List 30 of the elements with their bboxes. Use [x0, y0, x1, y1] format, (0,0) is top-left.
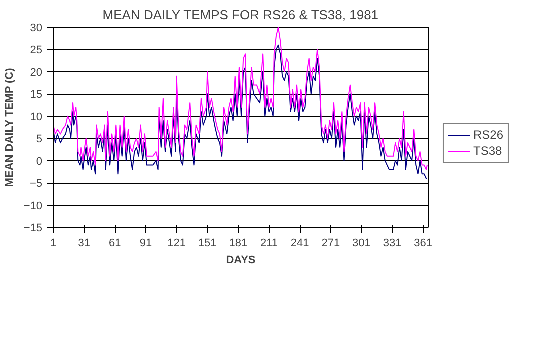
- x-tick-label: 151: [198, 238, 217, 250]
- x-tick-label: 31: [78, 238, 90, 250]
- line-series: [54, 28, 428, 170]
- y-tick-label: 0: [36, 156, 43, 168]
- x-tick-label: 271: [322, 238, 340, 250]
- x-tick-label: 241: [290, 238, 310, 250]
- y-tick-label: −15: [24, 222, 43, 234]
- y-tick-label: 30: [30, 22, 43, 34]
- x-tick-label: 361: [414, 238, 433, 250]
- x-tick-label: 211: [260, 238, 278, 250]
- x-tick-label: 91: [140, 238, 152, 250]
- y-tick-label: 25: [30, 44, 43, 57]
- x-tick-label: 61: [109, 238, 122, 250]
- x-tick-label: 331: [383, 238, 402, 250]
- legend-label: TS38: [473, 144, 504, 158]
- x-tick-label: 301: [352, 238, 371, 250]
- chart-title: MEAN DAILY TEMPS FOR RS26 & TS38, 1981: [102, 8, 379, 22]
- y-tick-label: 20: [30, 66, 43, 79]
- y-tick-label: −5: [30, 178, 43, 190]
- line-series: [54, 44, 428, 180]
- y-tick-label: 10: [30, 111, 43, 124]
- y-tick-label: 15: [30, 89, 43, 102]
- x-tick-label: 1: [50, 238, 57, 250]
- x-tick-label: 181: [229, 238, 248, 250]
- y-axis-title: MEAN DAILY TEMP (C): [4, 68, 16, 188]
- x-tick-label: 121: [168, 238, 186, 250]
- legend-label: RS26: [473, 128, 504, 142]
- y-tick-label: 5: [36, 134, 43, 146]
- x-axis-title: DAYS: [226, 254, 256, 266]
- y-tick-label: −10: [24, 200, 43, 212]
